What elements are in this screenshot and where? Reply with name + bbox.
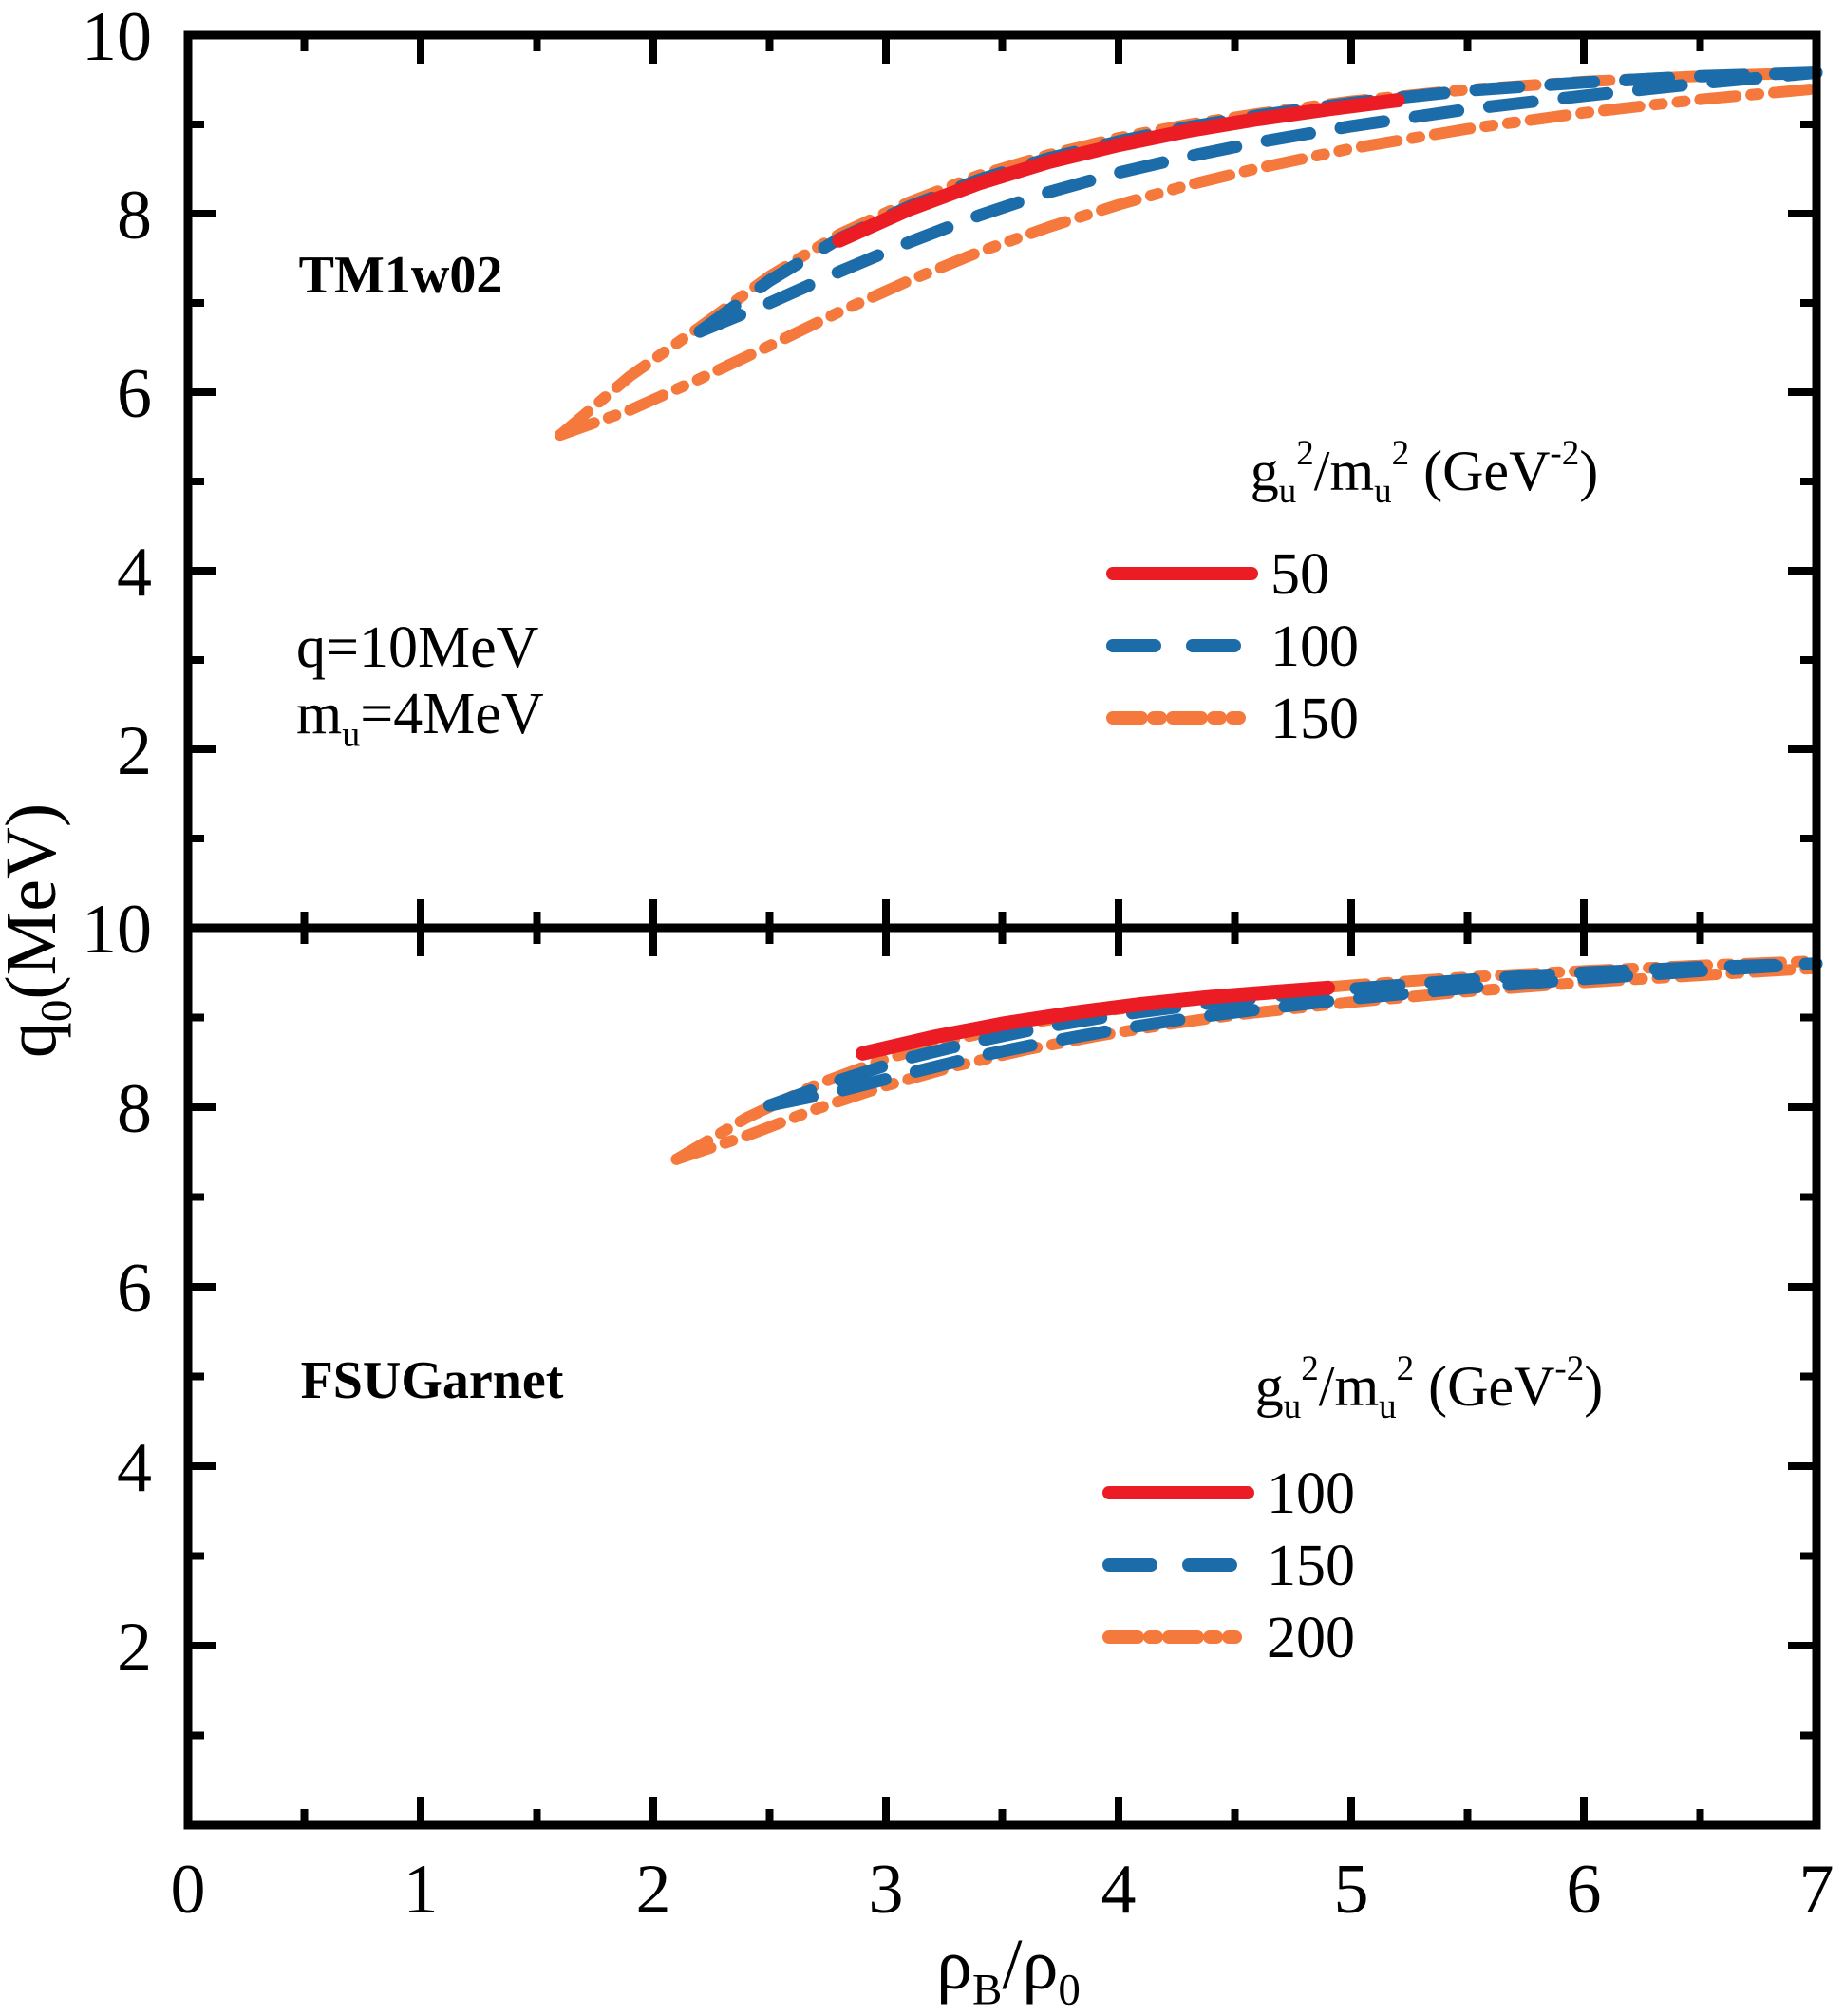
y-tick-label: 6 (117, 355, 152, 433)
x-tick-label: 1 (404, 1851, 439, 1929)
annotation-q: q=10MeV (296, 615, 539, 680)
x-tick-label: 6 (1567, 1851, 1602, 1929)
curve-150-lower (555, 83, 1822, 442)
curve-100 (856, 980, 1335, 1061)
curve-150-lower (763, 957, 1823, 1112)
legend-header-bottom: gu2/mu2 (GeV-2) (1255, 1349, 1603, 1426)
x-tick-label: 5 (1334, 1851, 1369, 1929)
legend-header-top: gu2/mu2 (GeV-2) (1251, 434, 1598, 511)
x-tick-label: 4 (1101, 1851, 1137, 1929)
panel-label-bottom: FSUGarnet (301, 1351, 564, 1410)
y-tick-label: 8 (117, 177, 152, 254)
panel-frame (183, 923, 1821, 1830)
x-axis-title: ρB/ρ0 (936, 1925, 1081, 2015)
y-tick-label: 6 (117, 1250, 152, 1328)
y-tick-label: 4 (117, 1429, 152, 1507)
legend-label-200: 200 (1267, 1606, 1355, 1670)
annotation-mu: mu=4MeV (296, 682, 544, 755)
x-tick-label: 3 (869, 1851, 904, 1929)
y-tick-label: 10 (82, 0, 152, 76)
curve-100-lower (693, 66, 1823, 338)
curve-200-upper (670, 955, 1822, 1165)
legend-label-50: 50 (1270, 542, 1329, 607)
y-tick-label: 2 (117, 1609, 152, 1686)
curve-200-lower (670, 962, 1822, 1165)
curve-100-upper (693, 66, 1823, 338)
x-tick-label: 2 (636, 1851, 671, 1929)
y-axis-title: q0(MeV) (0, 803, 82, 1058)
curve-50 (832, 93, 1405, 248)
y-tick-label: 4 (117, 534, 152, 612)
legend-label-100: 100 (1270, 614, 1359, 679)
legend-label-150: 150 (1267, 1534, 1355, 1598)
y-tick-label: 2 (117, 712, 152, 790)
curve-150-upper (763, 957, 1823, 1112)
panel-label-top: TM1w02 (299, 246, 503, 305)
y-tick-label: 8 (117, 1070, 152, 1148)
y-tick-label: 10 (82, 891, 152, 969)
x-tick-label: 7 (1799, 1851, 1835, 1929)
legend-label-150: 150 (1270, 687, 1359, 751)
x-tick-label: 0 (171, 1851, 206, 1929)
legend-label-100: 100 (1267, 1461, 1355, 1526)
